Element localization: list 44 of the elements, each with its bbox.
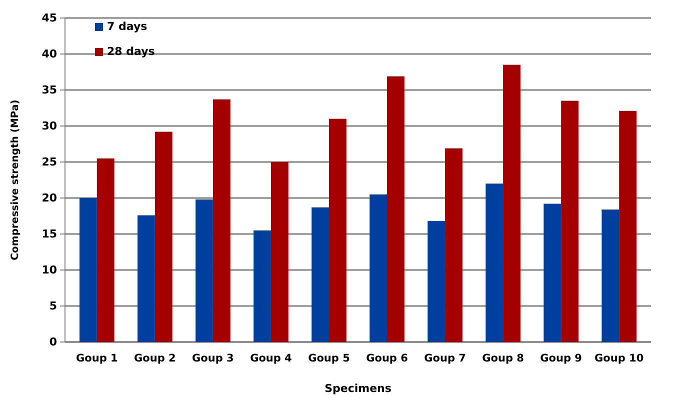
y-tick-label: 15 — [42, 228, 57, 241]
y-tick-label: 40 — [42, 48, 58, 61]
y-tick-label: 10 — [42, 264, 58, 277]
x-tick-label: Goup 7 — [424, 352, 466, 364]
bar — [619, 110, 636, 342]
y-tick-label: 35 — [42, 84, 57, 97]
bar — [138, 215, 155, 342]
bar — [387, 76, 404, 342]
x-tick-label: Goup 3 — [192, 352, 234, 364]
bar — [370, 194, 388, 342]
bar — [154, 132, 172, 342]
y-tick-label: 0 — [49, 336, 58, 349]
bar — [561, 100, 578, 342]
bar — [254, 230, 271, 342]
bar — [544, 204, 562, 342]
bar — [196, 199, 213, 342]
x-tick-label: Goup 2 — [134, 352, 176, 364]
bar — [428, 221, 446, 342]
bar — [212, 99, 230, 342]
y-tick-label: 25 — [42, 156, 57, 169]
bar — [270, 162, 288, 342]
bar — [486, 184, 504, 342]
y-axis-title: Compressive strength (MPa) — [10, 100, 21, 260]
x-tick-label: Goup 8 — [482, 352, 524, 364]
x-tick-label: Goup 9 — [540, 352, 582, 364]
x-tick-label: Goup 1 — [76, 352, 118, 364]
x-tick-label: Goup 10 — [594, 352, 644, 364]
legend-label: 7 days — [107, 20, 148, 33]
y-tick-label: 45 — [42, 12, 57, 25]
y-tick-label: 30 — [42, 120, 58, 133]
bar — [503, 64, 520, 342]
bar — [445, 148, 462, 342]
x-tick-label: Goup 5 — [308, 352, 350, 364]
y-tick-label: 20 — [42, 192, 58, 205]
bar — [328, 118, 346, 342]
x-tick-label: Goup 4 — [250, 352, 292, 364]
x-axis-title: Specimens — [324, 382, 392, 395]
y-tick-label: 5 — [49, 300, 57, 313]
x-tick-label: Goup 6 — [366, 352, 408, 364]
bar — [602, 210, 620, 342]
bar — [312, 207, 329, 342]
bar — [80, 198, 97, 342]
legend-label: 28 days — [107, 45, 156, 58]
bar — [96, 158, 114, 342]
